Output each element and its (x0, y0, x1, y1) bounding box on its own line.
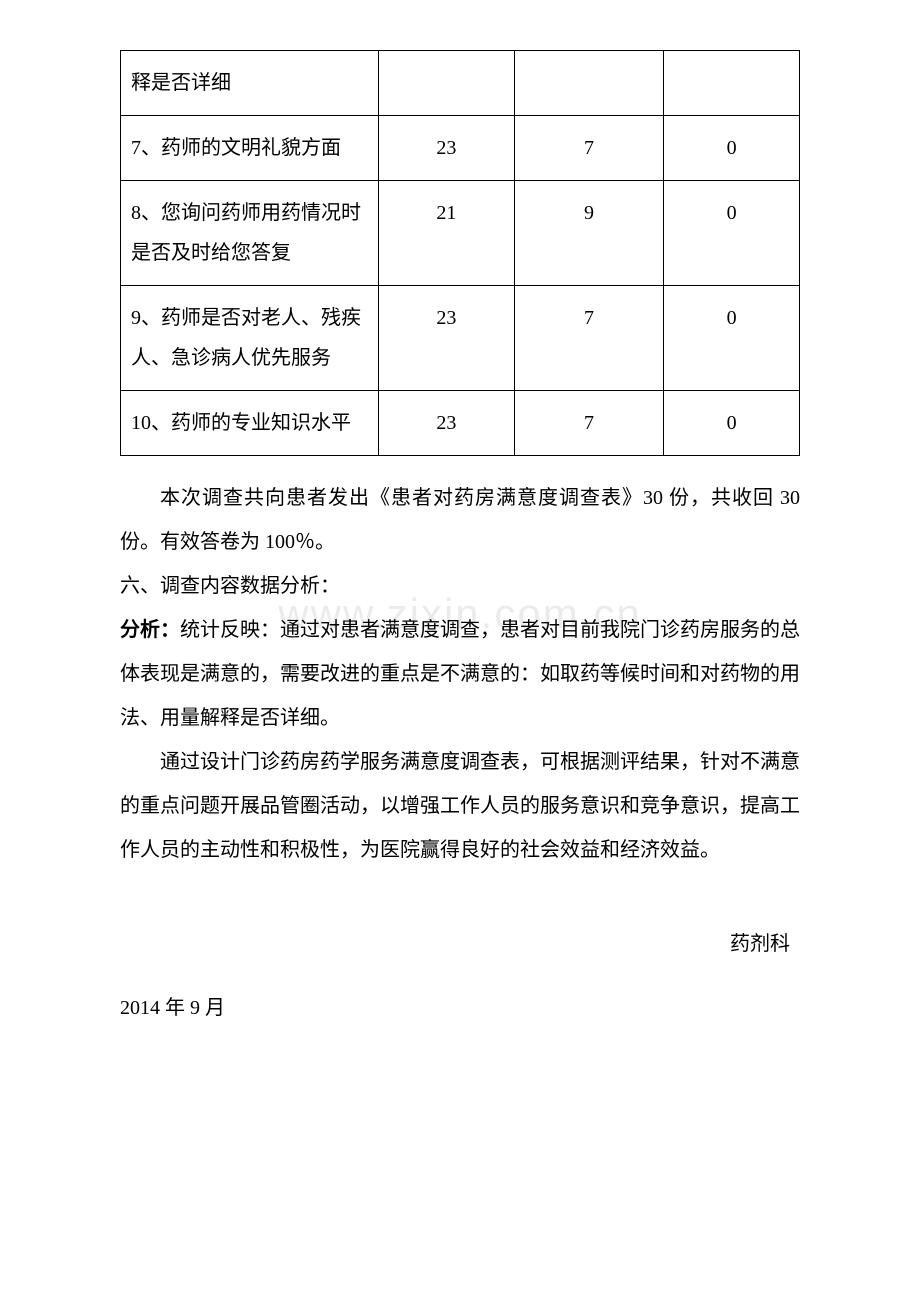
table-row: 8、您询问药师用药情况时是否及时给您答复 21 9 0 (121, 181, 800, 286)
cell-value: 9 (514, 181, 663, 286)
cell-label: 释是否详细 (121, 51, 379, 116)
cell-value: 7 (514, 391, 663, 456)
survey-table: 释是否详细 7、药师的文明礼貌方面 23 7 0 8、您询问药师用药情况时是否及… (120, 50, 800, 456)
section-heading: 六、调查内容数据分析： (120, 564, 800, 608)
paragraph-conclusion: 通过设计门诊药房药学服务满意度调查表，可根据测评结果，针对不满意的重点问题开展品… (120, 740, 800, 872)
cell-value (379, 51, 515, 116)
cell-value: 0 (664, 181, 800, 286)
cell-value: 0 (664, 391, 800, 456)
cell-value: 0 (664, 286, 800, 391)
cell-value: 23 (379, 286, 515, 391)
cell-label: 9、药师是否对老人、残疾人、急诊病人优先服务 (121, 286, 379, 391)
table-row: 7、药师的文明礼貌方面 23 7 0 (121, 116, 800, 181)
cell-value: 21 (379, 181, 515, 286)
analysis-label: 分析： (120, 619, 180, 641)
paragraph-analysis: 分析：统计反映：通过对患者满意度调查，患者对目前我院门诊药房服务的总体表现是满意… (120, 608, 800, 740)
table-row: 释是否详细 (121, 51, 800, 116)
cell-value: 7 (514, 116, 663, 181)
analysis-text: 统计反映：通过对患者满意度调查，患者对目前我院门诊药房服务的总体表现是满意的，需… (120, 619, 800, 729)
signature: 药剂科 (120, 922, 800, 966)
cell-value (514, 51, 663, 116)
cell-value (664, 51, 800, 116)
cell-value: 23 (379, 391, 515, 456)
table-row: 10、药师的专业知识水平 23 7 0 (121, 391, 800, 456)
cell-label: 8、您询问药师用药情况时是否及时给您答复 (121, 181, 379, 286)
cell-label: 7、药师的文明礼貌方面 (121, 116, 379, 181)
cell-value: 0 (664, 116, 800, 181)
cell-value: 23 (379, 116, 515, 181)
date: 2014 年 9 月 (120, 986, 800, 1030)
cell-label: 10、药师的专业知识水平 (121, 391, 379, 456)
cell-value: 7 (514, 286, 663, 391)
paragraph-summary: 本次调查共向患者发出《患者对药房满意度调查表》30 份，共收回 30 份。有效答… (120, 476, 800, 564)
table-row: 9、药师是否对老人、残疾人、急诊病人优先服务 23 7 0 (121, 286, 800, 391)
